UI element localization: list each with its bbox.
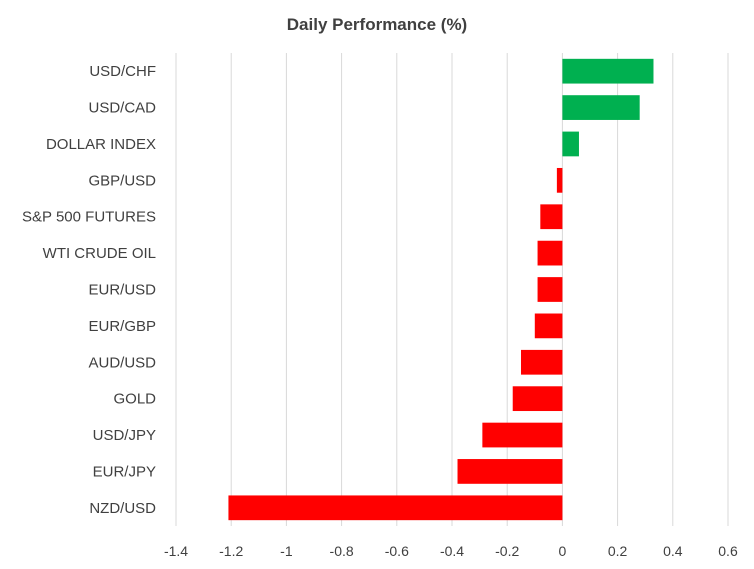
bar [512, 386, 563, 412]
x-tick-label: -1.4 [164, 543, 188, 559]
category-label: EUR/USD [88, 282, 156, 299]
bar [482, 422, 563, 448]
category-label: USD/JPY [93, 427, 156, 444]
bar [562, 131, 579, 157]
x-tick-label: 0.4 [663, 543, 683, 559]
bar [537, 277, 563, 302]
x-tick-label: 0 [559, 543, 567, 559]
x-tick-label: 0.2 [608, 543, 628, 559]
category-label: EUR/GBP [88, 318, 156, 335]
bars [228, 58, 654, 521]
grid-lines [175, 53, 729, 526]
category-label: USD/CHF [89, 63, 156, 80]
x-tick-label: -1.2 [219, 543, 243, 559]
bar [457, 459, 563, 484]
x-tick-label: 0.6 [718, 543, 738, 559]
bar [537, 240, 563, 266]
bar [228, 495, 563, 521]
bar [540, 204, 563, 230]
chart-title: Daily Performance (%) [287, 15, 467, 34]
category-label: EUR/JPY [93, 463, 156, 480]
x-tick-labels: -1.4 -1.2 -1 -0.8 -0.6 -0.4 -0.2 0 0.2 0.4 0.6 [164, 543, 738, 559]
bar [562, 95, 640, 120]
category-label: GBP/USD [88, 172, 156, 189]
x-tick-label: -0.4 [440, 543, 464, 559]
x-tick-label: -0.6 [385, 543, 409, 559]
category-label: DOLLAR INDEX [46, 136, 156, 153]
category-labels: USD/CHF USD/CAD DOLLAR INDEX GBP/USD S&P 500… [22, 63, 156, 517]
category-label: AUD/USD [88, 354, 156, 371]
x-tick-label: -1 [280, 543, 293, 559]
x-tick-label: -0.2 [495, 543, 519, 559]
bar [556, 167, 563, 193]
category-label: S&P 500 FUTURES [22, 209, 156, 226]
bar [534, 313, 563, 339]
bar [521, 349, 563, 375]
category-label: WTI CRUDE OIL [43, 245, 156, 262]
category-label: USD/CAD [88, 100, 156, 117]
category-label: NZD/USD [89, 500, 156, 517]
category-label: GOLD [113, 391, 156, 408]
x-tick-label: -0.8 [330, 543, 354, 559]
bar [562, 58, 654, 84]
